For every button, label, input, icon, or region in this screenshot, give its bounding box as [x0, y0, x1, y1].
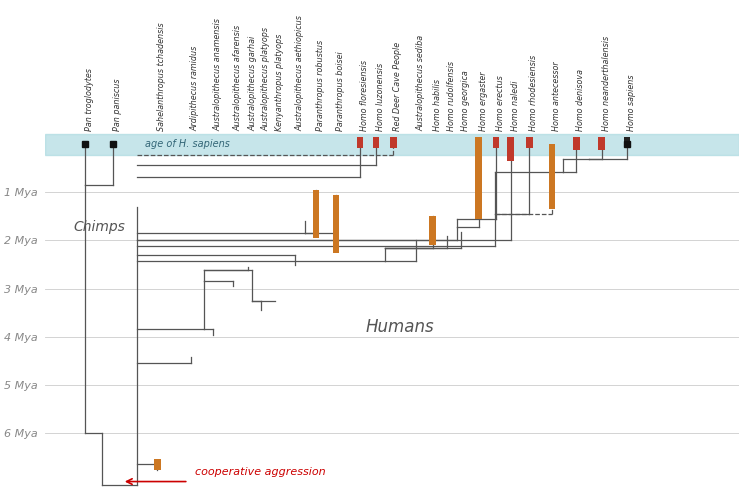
Bar: [624, 138, 630, 144]
Text: Homo antecessor: Homo antecessor: [552, 62, 561, 131]
Text: Homo neanderthalensis: Homo neanderthalensis: [602, 36, 611, 131]
Text: Pan paniscus: Pan paniscus: [113, 78, 122, 131]
Text: Homo georgica: Homo georgica: [461, 70, 470, 131]
Text: age of H. sapiens: age of H. sapiens: [146, 140, 230, 149]
Bar: [333, 195, 339, 252]
Bar: [372, 138, 379, 148]
Text: Australopithecus aethiopicus: Australopithecus aethiopicus: [296, 15, 305, 131]
Bar: [45, 134, 739, 155]
Text: Ardipithecus ramidus: Ardipithecus ramidus: [191, 46, 200, 131]
Text: Chimps: Chimps: [73, 220, 125, 234]
Text: cooperative aggression: cooperative aggression: [195, 467, 326, 477]
Text: Homo erectus: Homo erectus: [496, 76, 505, 131]
Text: Humans: Humans: [366, 318, 434, 336]
Text: Homo sapiens: Homo sapiens: [627, 74, 636, 131]
Text: Paranthropus boisei: Paranthropus boisei: [336, 52, 345, 131]
Text: Homo ergaster: Homo ergaster: [479, 72, 488, 131]
Text: Kenyanthropus platyops: Kenyanthropus platyops: [274, 34, 284, 131]
Text: Homo rhodesiensis: Homo rhodesiensis: [529, 55, 538, 131]
Text: Red Deer Cave People: Red Deer Cave People: [394, 42, 403, 131]
Bar: [493, 138, 499, 148]
Bar: [154, 459, 161, 470]
Text: Paranthropus robustus: Paranthropus robustus: [316, 40, 325, 131]
Text: Homo rudolfensis: Homo rudolfensis: [447, 61, 456, 131]
Bar: [526, 138, 533, 148]
Bar: [430, 216, 436, 246]
Text: Australopithecus afarensis: Australopithecus afarensis: [233, 25, 242, 131]
Text: Australopithecus anamensis: Australopithecus anamensis: [213, 18, 222, 131]
Text: Homo habilis: Homo habilis: [433, 79, 442, 131]
Text: Australopithecus garhai: Australopithecus garhai: [248, 36, 257, 131]
Bar: [573, 138, 580, 150]
Text: Homo denisova: Homo denisova: [576, 69, 585, 131]
Text: Australopithecus platyops: Australopithecus platyops: [262, 27, 271, 131]
Text: Pan troglodytes: Pan troglodytes: [85, 68, 94, 131]
Text: Australopithecus sediba: Australopithecus sediba: [416, 35, 425, 131]
Text: Sahelanthropus tchadensis: Sahelanthropus tchadensis: [158, 22, 167, 131]
Bar: [507, 138, 514, 162]
Text: Homo naledi: Homo naledi: [510, 80, 520, 131]
Bar: [549, 144, 556, 210]
Bar: [476, 138, 482, 219]
Bar: [357, 138, 363, 148]
Bar: [390, 138, 397, 148]
Bar: [598, 138, 605, 150]
Bar: [313, 190, 320, 238]
Text: Homo floresiensis: Homo floresiensis: [360, 60, 369, 131]
Text: Homo luzonensis: Homo luzonensis: [376, 63, 385, 131]
